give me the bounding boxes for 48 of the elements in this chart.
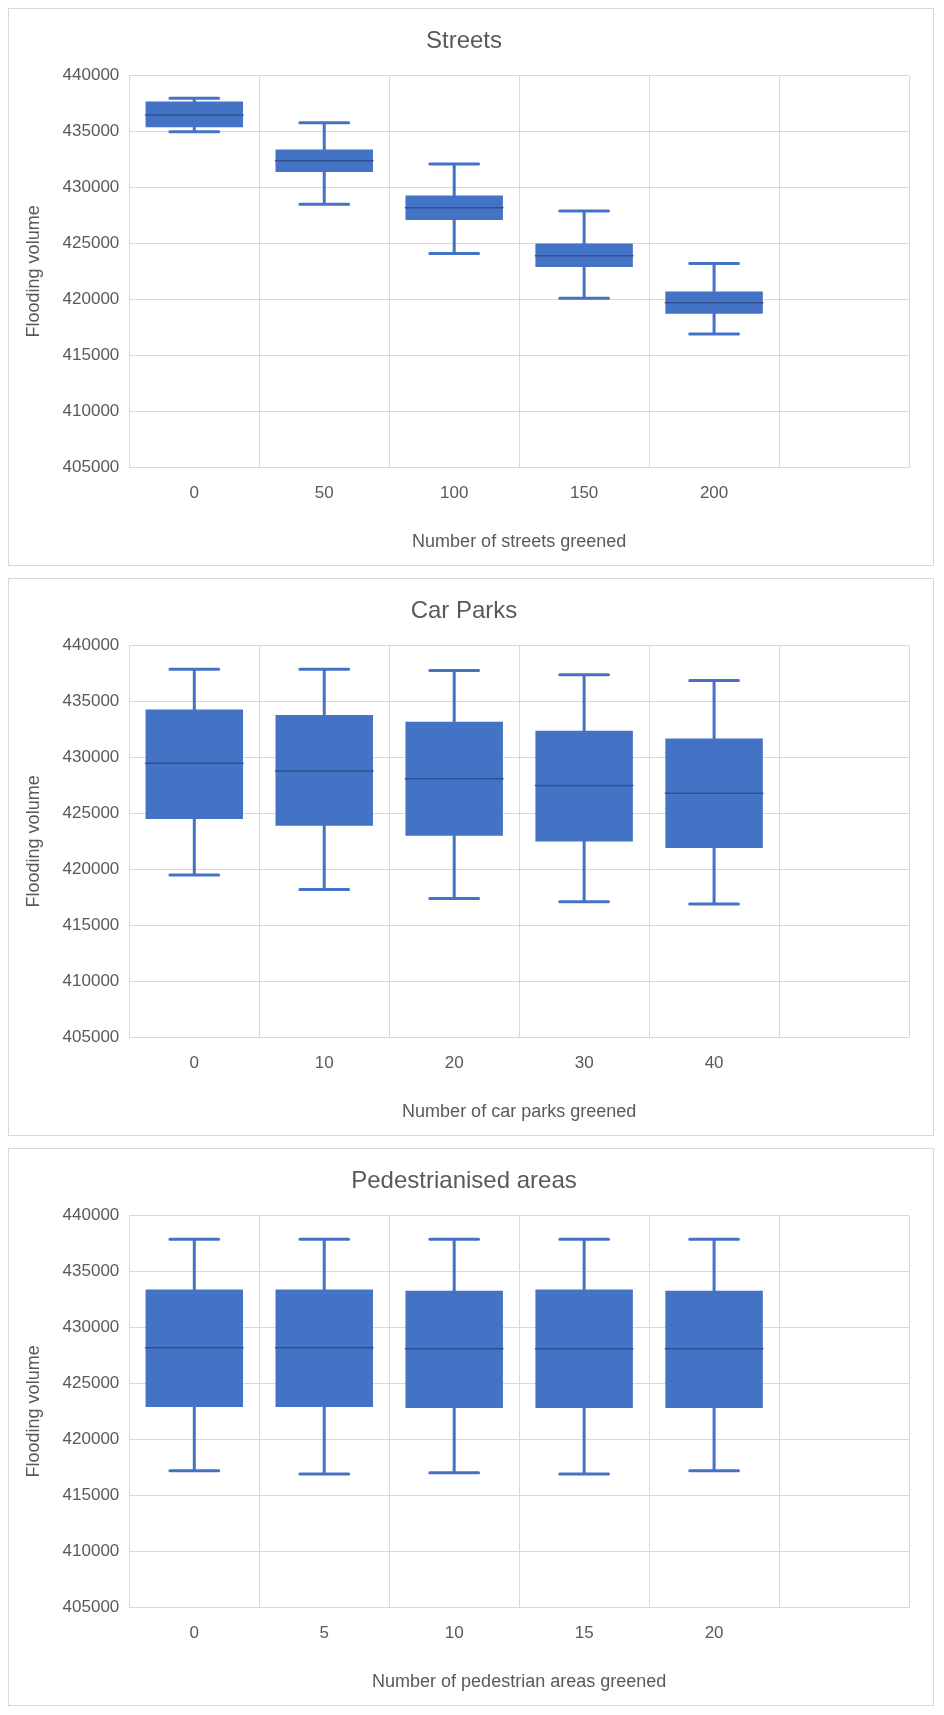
y-tick-label: 415000 [62,914,120,934]
y-tick-label: 410000 [62,970,120,990]
x-tick-label: 0 [189,1052,200,1072]
x-tick-label: 0 [189,482,200,502]
x-axis-title: Number of car parks greened [402,1101,637,1122]
chart-title: Car Parks [410,596,518,624]
y-tick-label: 425000 [62,1373,120,1393]
x-axis-title: Number of streets greened [412,531,627,552]
y-tick-label: 435000 [62,1261,120,1281]
y-axis-title: Flooding volume [22,1345,43,1478]
y-tick-label: 420000 [62,289,120,309]
y-tick-label: 430000 [62,747,120,767]
y-tick-label: 415000 [62,344,120,364]
y-tick-label: 440000 [62,635,120,655]
y-tick-label: 430000 [62,177,120,197]
x-tick-label: 10 [314,1052,334,1072]
y-tick-label: 415000 [62,1484,120,1504]
y-tick-label: 420000 [62,1429,120,1449]
y-axis-title: Flooding volume [22,775,43,908]
x-tick-label: 50 [314,482,334,502]
y-tick-label: 405000 [62,456,120,476]
x-axis-title: Number of pedestrian areas greened [372,1671,667,1692]
y-tick-label: 410000 [62,1540,120,1560]
y-tick-label: 405000 [62,1596,120,1616]
x-tick-label: 5 [319,1622,329,1642]
x-tick-label: 10 [444,1622,464,1642]
x-tick-label: 20 [704,1622,724,1642]
y-tick-label: 440000 [62,1205,120,1225]
y-tick-label: 420000 [62,859,120,879]
y-tick-label: 410000 [62,400,120,420]
x-tick-label: 100 [440,482,469,502]
y-tick-label: 425000 [62,803,120,823]
chart-title: Pedestrianised areas [351,1166,577,1194]
y-axis-title: Flooding volume [22,205,43,338]
y-tick-label: 430000 [62,1317,120,1337]
x-tick-label: 150 [569,482,599,502]
x-tick-label: 15 [574,1622,594,1642]
y-tick-label: 405000 [62,1026,120,1046]
x-tick-label: 40 [704,1052,724,1072]
y-tick-label: 425000 [62,233,120,253]
x-tick-label: 20 [444,1052,464,1072]
x-tick-label: 0 [189,1622,200,1642]
chart-title: Streets [425,26,503,54]
y-tick-label: 440000 [62,65,120,85]
y-tick-label: 435000 [62,121,120,141]
x-tick-label: 30 [574,1052,594,1072]
x-tick-label: 200 [699,482,729,502]
y-tick-label: 435000 [62,691,120,711]
